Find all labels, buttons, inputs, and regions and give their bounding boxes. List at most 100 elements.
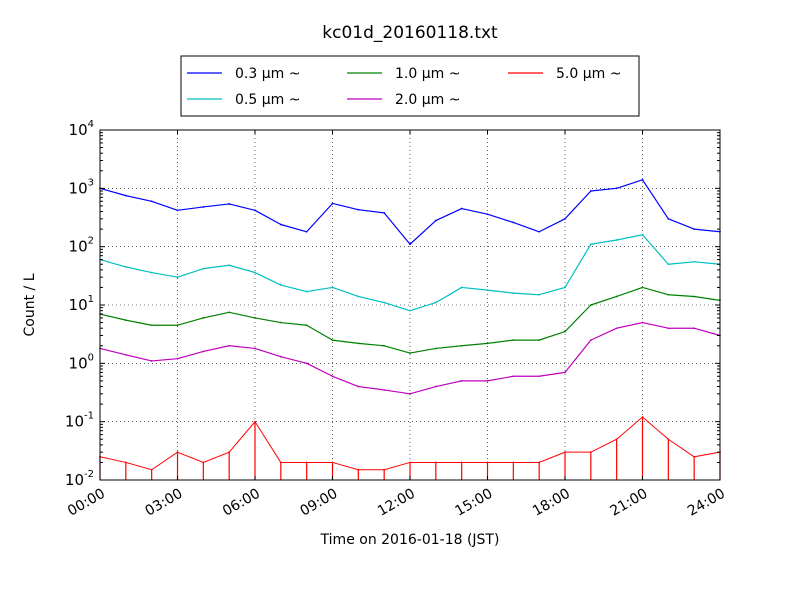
data-point xyxy=(486,213,489,216)
data-point xyxy=(460,461,463,464)
data-point xyxy=(357,295,360,298)
data-point xyxy=(641,233,644,236)
data-point xyxy=(589,339,592,342)
data-point xyxy=(228,203,231,205)
data-point xyxy=(589,190,592,192)
data-point xyxy=(279,355,282,358)
data-point xyxy=(150,200,153,203)
data-point xyxy=(486,461,489,464)
data-point xyxy=(564,451,566,454)
data-point xyxy=(538,461,541,464)
data-point xyxy=(383,389,386,391)
data-point xyxy=(150,271,153,274)
data-point xyxy=(305,230,308,233)
legend-label: 1.0 μm ~ xyxy=(395,66,460,82)
data-point xyxy=(228,344,231,347)
data-point xyxy=(176,451,179,454)
chart-title: kc01d_20160118.txt xyxy=(322,23,498,43)
legend-label: 5.0 μm ~ xyxy=(556,66,621,82)
data-point xyxy=(409,461,411,464)
data-point xyxy=(434,219,437,222)
data-point xyxy=(589,243,592,246)
series-group xyxy=(99,321,721,395)
x-tick-label: 18:00 xyxy=(530,486,573,520)
data-point xyxy=(202,317,205,319)
y-tick-label: 101 xyxy=(69,294,94,314)
data-point xyxy=(383,468,386,471)
data-point xyxy=(279,461,282,464)
data-point xyxy=(124,353,127,356)
data-point xyxy=(305,324,308,327)
data-point xyxy=(254,420,256,423)
data-point xyxy=(202,267,205,270)
data-point xyxy=(512,292,515,294)
data-point xyxy=(124,194,127,197)
data-point xyxy=(667,217,670,220)
data-point xyxy=(667,327,670,330)
data-point xyxy=(512,339,515,342)
data-point xyxy=(383,344,386,347)
data-point xyxy=(615,239,618,241)
data-point xyxy=(150,324,153,327)
data-point xyxy=(434,461,437,464)
data-point xyxy=(641,416,644,418)
series-group xyxy=(99,178,721,246)
data-point xyxy=(409,392,411,395)
data-point xyxy=(460,379,463,382)
legend: 0.3 μm ~ 0.5 μm ~ 1.0 μm ~ 2.0 μm ~ 5.0 μm ~ xyxy=(180,55,640,117)
data-point xyxy=(538,230,541,233)
series-group xyxy=(99,233,721,312)
data-point xyxy=(305,290,308,293)
data-point xyxy=(667,438,670,441)
data-point xyxy=(409,309,411,312)
x-tick-label: 09:00 xyxy=(298,486,341,520)
y-tick-label: 102 xyxy=(69,236,94,256)
data-point xyxy=(538,293,541,296)
data-point xyxy=(228,311,231,314)
data-point xyxy=(486,289,489,292)
data-point xyxy=(589,451,592,454)
x-tick-label: 12:00 xyxy=(375,486,418,520)
data-point xyxy=(693,327,696,330)
data-point xyxy=(564,217,566,220)
data-point xyxy=(460,286,463,289)
legend-item: 5.0 μm ~ xyxy=(508,66,621,82)
data-point xyxy=(434,385,437,388)
data-point xyxy=(254,347,256,350)
data-point xyxy=(460,344,463,347)
data-point xyxy=(202,206,205,208)
data-point xyxy=(486,379,489,382)
data-point xyxy=(279,321,282,324)
data-point xyxy=(383,211,386,214)
data-point xyxy=(254,317,256,319)
data-point xyxy=(331,286,334,289)
legend-item: 1.0 μm ~ xyxy=(347,66,460,82)
data-point xyxy=(279,223,282,226)
data-point xyxy=(434,347,437,350)
legend-item: 2.0 μm ~ xyxy=(347,92,460,108)
data-point xyxy=(305,461,308,464)
data-point xyxy=(693,455,696,458)
data-point xyxy=(383,301,386,304)
data-point xyxy=(486,342,489,345)
x-tick-label: 15:00 xyxy=(453,486,496,520)
data-point xyxy=(331,202,334,205)
data-point xyxy=(150,468,153,471)
data-point xyxy=(512,461,515,464)
y-tick-label: 104 xyxy=(69,119,94,139)
data-point xyxy=(615,327,618,330)
series-group xyxy=(99,416,721,480)
data-point xyxy=(589,304,592,306)
data-point xyxy=(254,271,256,274)
legend-item: 0.3 μm ~ xyxy=(187,66,300,82)
data-point xyxy=(124,461,127,464)
plot-series xyxy=(99,178,721,480)
legend-label: 0.5 μm ~ xyxy=(235,92,300,108)
data-point xyxy=(667,293,670,296)
data-point xyxy=(641,178,644,181)
data-point xyxy=(434,301,437,304)
x-tick-label: 24:00 xyxy=(685,486,728,520)
data-point xyxy=(615,187,618,190)
data-point xyxy=(357,342,360,345)
data-point xyxy=(409,243,411,246)
